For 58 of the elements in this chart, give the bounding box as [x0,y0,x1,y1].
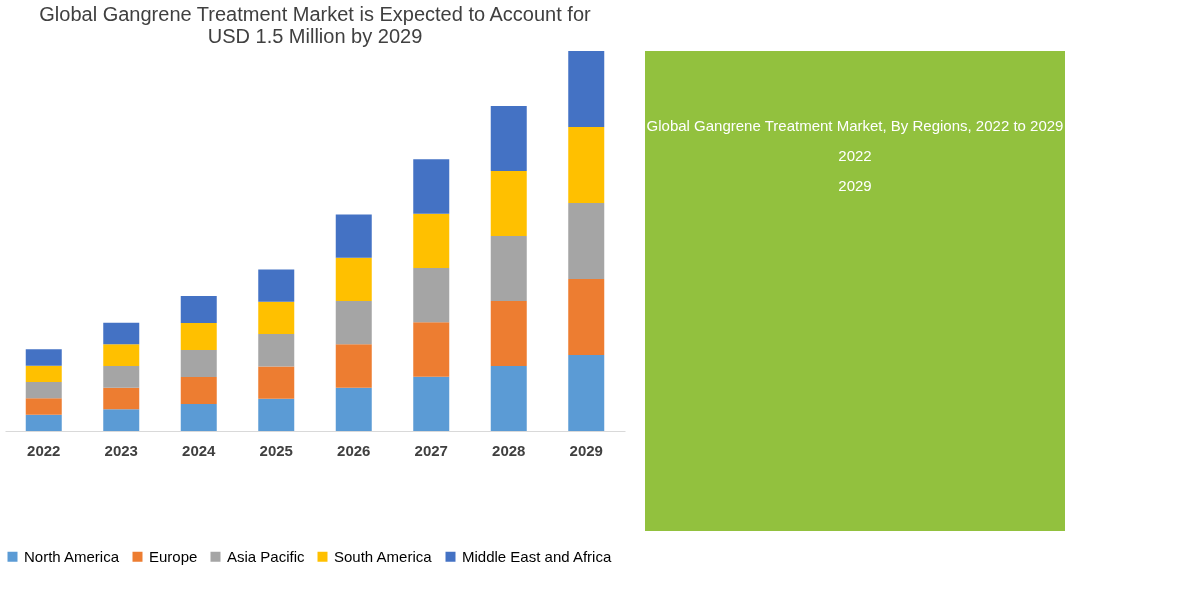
bar [25,414,62,431]
bar [25,381,62,399]
bar [413,159,450,214]
bar [568,51,605,127]
x-tick-label: 2023 [104,441,138,459]
bar [258,398,295,431]
bar [25,365,62,382]
legend-label: South America [334,547,433,565]
bar [413,267,450,323]
bar [180,404,217,431]
bar [490,301,527,367]
text: 2029 [838,177,872,194]
bar [335,387,372,431]
bar [103,366,140,388]
bar [180,323,217,351]
bar [180,377,217,405]
bar [103,409,140,431]
bar [413,213,450,268]
x-tick-label: 2027 [414,441,448,459]
x-tick-label: 2024 [182,441,217,459]
legend-label: North America [24,547,120,565]
bar [490,106,527,172]
legend-label: Middle East and Africa [462,547,612,565]
bar [490,366,527,431]
x-tick-label: 2025 [259,441,293,459]
bar [335,301,372,345]
bar [335,214,372,258]
bar [490,236,527,302]
bar [490,171,527,237]
bar [258,269,295,302]
bar [258,366,295,399]
legend-label: Europe [149,547,198,565]
bar [258,334,295,367]
bar [568,127,605,203]
bar [103,387,140,410]
x-tick-label: 2029 [569,441,603,459]
text: Global Gangrene Treatment Market, By Regions, 2022 to 2029 [646,117,1064,134]
text: 2022 [838,147,872,164]
bar [568,203,605,279]
bar [180,350,217,378]
bar [413,376,450,431]
bar [25,398,62,415]
bar [335,257,372,302]
x-tick-label: 2028 [492,441,526,459]
legend-label: Asia Pacific [227,547,306,565]
text: USD 1.5 Million by 2029 [207,25,423,47]
x-tick-label: 2022 [27,441,61,459]
bar [25,349,62,366]
x-tick-label: 2026 [337,441,371,459]
bar [103,344,140,367]
bar [568,355,605,431]
bar [568,279,605,355]
bar [180,296,217,324]
bar [103,322,140,345]
bar [258,301,295,335]
bar [413,322,450,377]
text: Global Gangrene Treatment Market is Expected to Account for [39,3,591,25]
bar [335,344,372,388]
